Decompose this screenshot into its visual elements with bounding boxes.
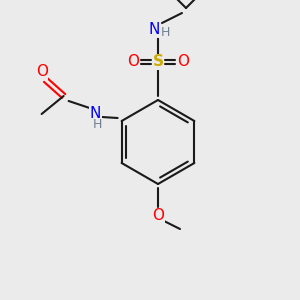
Text: N: N (90, 106, 101, 122)
Text: S: S (152, 55, 164, 70)
Text: O: O (36, 64, 48, 80)
Text: H: H (93, 118, 102, 131)
Text: O: O (127, 55, 139, 70)
Text: O: O (152, 208, 164, 224)
Text: H: H (160, 26, 170, 40)
Text: O: O (177, 55, 189, 70)
Text: N: N (148, 22, 160, 38)
